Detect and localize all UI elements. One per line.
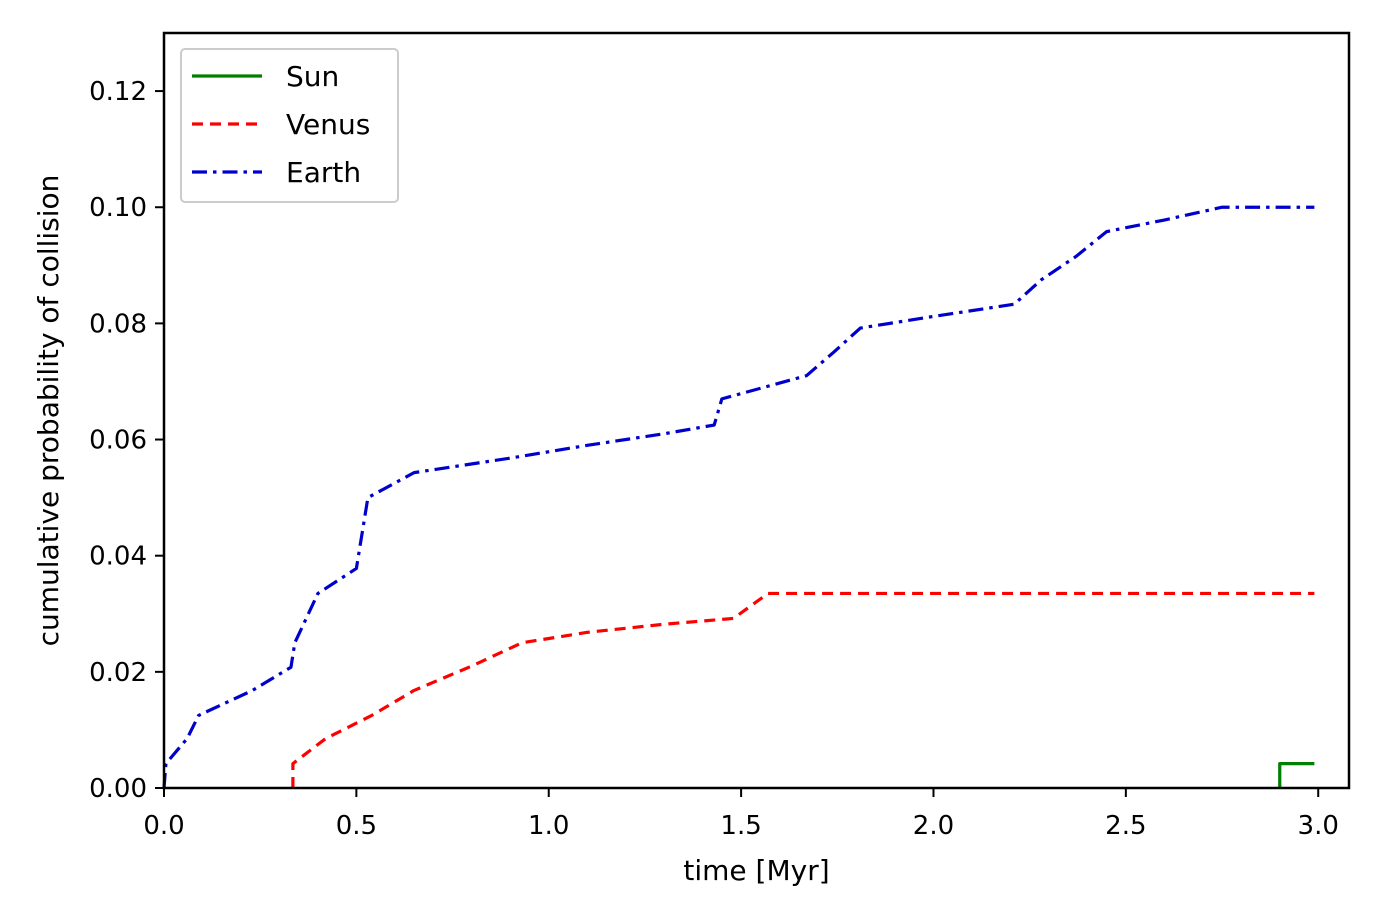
y-tick-label: 0.04	[89, 542, 147, 572]
y-tick-label: 0.02	[89, 658, 147, 688]
legend-label-sun: Sun	[286, 60, 339, 93]
y-tick-label: 0.12	[89, 77, 147, 107]
x-tick-label: 0.5	[336, 811, 377, 841]
y-tick-label: 0.10	[89, 193, 147, 223]
x-tick-label: 2.0	[913, 811, 954, 841]
plot-frame	[162, 31, 1351, 790]
x-tick-label: 1.5	[720, 811, 761, 841]
legend-label-venus: Venus	[286, 108, 370, 141]
series-line-venus	[291, 591, 1315, 788]
x-tick-label: 2.5	[1105, 811, 1146, 841]
y-tick-label: 0.06	[89, 426, 147, 456]
x-tick-label: 3.0	[1298, 811, 1339, 841]
y-tick-label: 0.08	[89, 309, 147, 339]
y-axis-label: cumulative probability of collision	[32, 175, 65, 647]
y-tick-label: 0.00	[89, 774, 147, 804]
legend-box	[180, 48, 399, 203]
series-line-earth	[162, 205, 1315, 789]
series-group	[162, 205, 1315, 789]
series-line-sun	[1278, 762, 1315, 788]
y-axis-ticks: 0.00 0.02 0.04 0.06 0.08 0.10 0.12	[89, 77, 164, 804]
x-tick-label: 1.0	[528, 811, 569, 841]
legend-label-earth: Earth	[286, 156, 361, 189]
x-axis-label: time [Myr]	[683, 854, 829, 887]
x-axis-ticks: 0.0 0.5 1.0 1.5 2.0 2.5 3.0	[143, 788, 1339, 841]
legend: Sun Venus Earth	[180, 48, 399, 203]
x-tick-label: 0.0	[143, 811, 184, 841]
